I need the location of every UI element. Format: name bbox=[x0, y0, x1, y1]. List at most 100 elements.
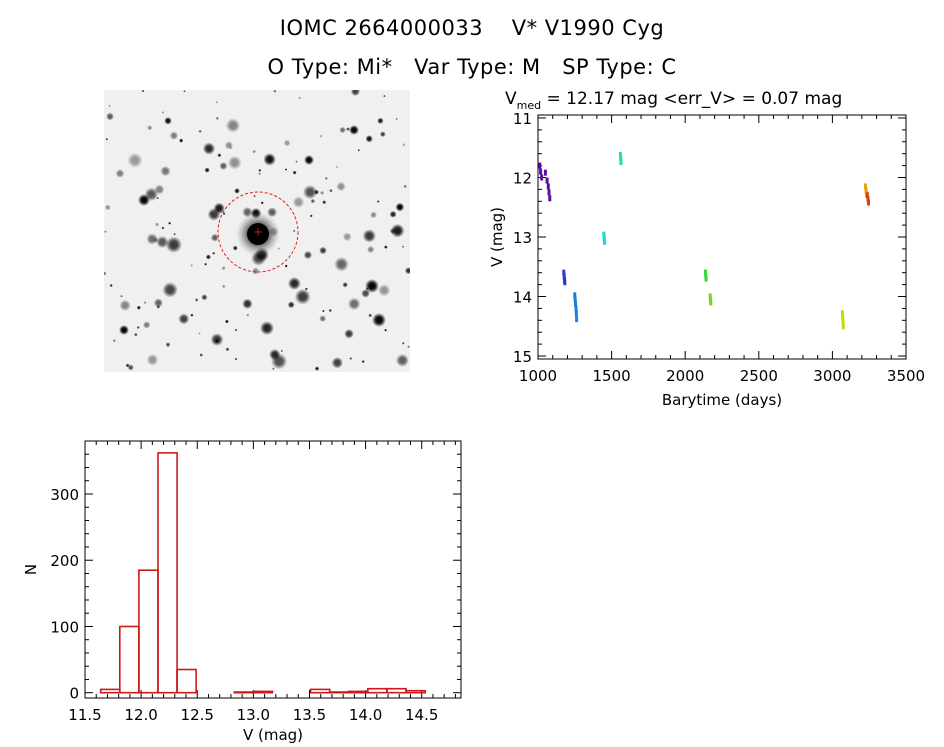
background-star bbox=[365, 279, 379, 293]
light-curve-point bbox=[573, 292, 577, 299]
background-star bbox=[287, 277, 301, 290]
background-star bbox=[260, 321, 274, 336]
background-star bbox=[143, 301, 147, 304]
background-star bbox=[125, 363, 130, 368]
background-star bbox=[215, 101, 219, 104]
light-curve-point bbox=[574, 305, 578, 312]
light-curve-point bbox=[602, 231, 606, 238]
light-curve-point bbox=[563, 279, 567, 286]
background-star bbox=[105, 138, 108, 141]
background-star bbox=[334, 256, 349, 272]
background-star bbox=[322, 309, 325, 313]
light-curve-point bbox=[708, 293, 712, 300]
background-star bbox=[251, 267, 260, 275]
background-star bbox=[141, 90, 145, 93]
background-star bbox=[258, 172, 261, 176]
light-curve-point bbox=[574, 300, 577, 307]
background-star bbox=[232, 245, 238, 251]
light-curve-title: Vmed = 12.17 mag <err_V> = 0.07 mag bbox=[505, 89, 842, 112]
y-tick-label: 0 bbox=[69, 685, 79, 703]
background-star bbox=[314, 366, 320, 371]
background-star bbox=[383, 94, 386, 98]
light-curve-point bbox=[602, 235, 606, 242]
light-curve-point bbox=[562, 273, 566, 280]
background-star bbox=[365, 135, 373, 143]
background-star bbox=[319, 246, 327, 255]
background-star bbox=[384, 328, 387, 332]
light-curve-point bbox=[547, 189, 551, 196]
histogram-frame bbox=[84, 440, 462, 699]
light-curve-point bbox=[545, 177, 549, 184]
background-star bbox=[168, 221, 172, 225]
x-tick-label: 13.5 bbox=[293, 706, 326, 724]
light-curve-point bbox=[619, 159, 623, 165]
background-star bbox=[204, 262, 207, 266]
background-star bbox=[395, 353, 409, 367]
histogram-chart: 11.5 12.0 12.5 13.0 13.5 14.0 14.5 0 100 200 300 V… bbox=[22, 440, 462, 744]
background-star bbox=[225, 347, 230, 352]
background-star bbox=[225, 319, 229, 324]
background-star bbox=[273, 90, 277, 93]
background-star bbox=[120, 294, 123, 298]
background-star bbox=[210, 233, 219, 242]
background-star bbox=[234, 188, 240, 194]
background-star bbox=[202, 142, 216, 155]
background-star bbox=[147, 125, 153, 131]
background-star bbox=[395, 117, 398, 121]
background-star bbox=[210, 212, 213, 215]
background-star bbox=[242, 298, 253, 309]
background-star bbox=[331, 357, 344, 369]
background-star bbox=[153, 298, 163, 308]
light-curve-ylabel: V (mag) bbox=[488, 207, 506, 267]
background-star bbox=[283, 139, 291, 147]
background-star bbox=[234, 328, 238, 332]
light-curve-point bbox=[548, 195, 552, 202]
y-tick-label: 13 bbox=[513, 229, 532, 247]
star-type-subtitle: O Type: Mi* Var Type: M SP Type: C bbox=[267, 55, 677, 79]
y-tick-label: 300 bbox=[50, 486, 79, 504]
background-star bbox=[179, 138, 184, 143]
x-tick-label: 1500 bbox=[593, 367, 631, 385]
background-star bbox=[260, 201, 264, 205]
background-star bbox=[324, 176, 328, 180]
light-curve-point bbox=[864, 187, 868, 194]
background-star bbox=[384, 245, 388, 249]
background-star bbox=[390, 223, 405, 238]
y-tick-label: 12 bbox=[513, 169, 532, 187]
light-curve-point bbox=[539, 168, 543, 175]
light-curve-point bbox=[841, 314, 845, 321]
y-tick-label: 100 bbox=[50, 618, 79, 636]
x-tick-label: 13.0 bbox=[237, 706, 270, 724]
light-curve-point bbox=[546, 183, 550, 190]
background-star bbox=[379, 131, 386, 138]
background-star bbox=[362, 229, 376, 243]
histogram-bar bbox=[157, 452, 178, 694]
background-star bbox=[310, 198, 315, 204]
background-star bbox=[161, 111, 165, 114]
background-star bbox=[217, 153, 222, 158]
star-id-title: IOMC 2664000033 V* V1990 Cyg bbox=[279, 16, 665, 40]
star-field bbox=[104, 90, 410, 371]
background-star bbox=[292, 196, 305, 208]
histogram-bar bbox=[309, 688, 331, 694]
background-star bbox=[205, 254, 211, 260]
background-star bbox=[204, 167, 210, 173]
x-tick-label: 3000 bbox=[813, 367, 851, 385]
background-star bbox=[370, 211, 377, 219]
background-star bbox=[201, 294, 208, 301]
background-star bbox=[350, 90, 361, 97]
background-star bbox=[376, 200, 380, 203]
background-star bbox=[335, 165, 339, 169]
background-star bbox=[190, 264, 194, 267]
background-star bbox=[404, 267, 410, 275]
y-tick-label: 15 bbox=[513, 348, 532, 366]
background-star bbox=[252, 149, 256, 154]
light-curve-point bbox=[867, 199, 870, 206]
light-curve-points bbox=[538, 151, 870, 330]
x-tick-label: 11.5 bbox=[68, 706, 101, 724]
histogram-bar bbox=[386, 687, 407, 694]
background-star bbox=[162, 282, 178, 298]
histogram-ylabel: N bbox=[22, 564, 40, 575]
light-curve-point bbox=[865, 192, 869, 199]
background-star bbox=[267, 207, 278, 218]
